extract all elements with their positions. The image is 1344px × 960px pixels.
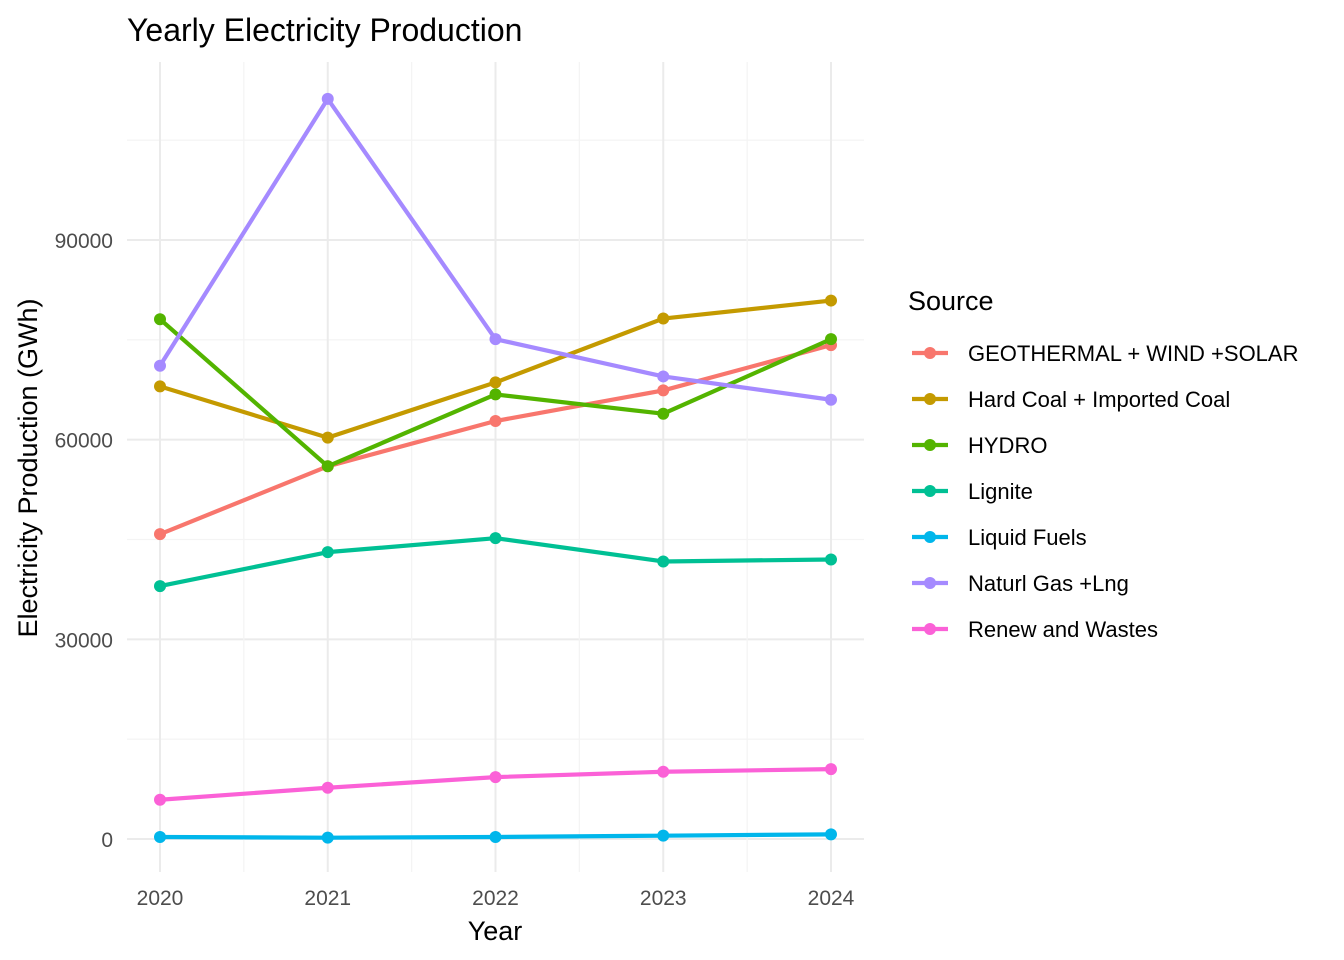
data-point — [489, 415, 502, 428]
data-point — [154, 359, 166, 372]
data-point — [489, 831, 502, 844]
data-point — [489, 333, 502, 346]
legend-item: Lignite — [912, 479, 1033, 504]
data-point — [825, 393, 837, 406]
legend-label: GEOTHERMAL + WIND +SOLAR — [968, 341, 1298, 366]
data-point — [489, 532, 502, 545]
legend-key-point — [924, 531, 936, 543]
legend-label: Liquid Fuels — [968, 525, 1087, 550]
data-point — [154, 380, 166, 393]
legend-label: Hard Coal + Imported Coal — [968, 387, 1230, 412]
series-7 — [154, 763, 837, 806]
data-point — [657, 384, 670, 397]
data-point — [657, 829, 670, 842]
data-point — [321, 460, 334, 473]
legend: Source GEOTHERMAL + WIND +SOLAR Hard Coal… — [908, 286, 1298, 642]
data-point — [825, 294, 837, 307]
data-point — [154, 313, 166, 326]
data-point — [321, 831, 334, 844]
series-2 — [154, 294, 837, 444]
legend-item: Renew and Wastes — [912, 617, 1158, 642]
legend-title: Source — [908, 286, 994, 316]
series-5 — [154, 828, 837, 844]
legend-key-point — [924, 623, 936, 635]
y-tick-label: 30000 — [55, 629, 113, 652]
legend-key-point — [924, 485, 936, 497]
chart-title: Yearly Electricity Production — [127, 12, 522, 48]
series-3 — [154, 313, 837, 473]
x-tick-label: 2023 — [640, 887, 687, 910]
data-point — [489, 376, 502, 389]
legend-item: HYDRO — [912, 433, 1047, 458]
x-tick-label: 2021 — [304, 887, 351, 910]
x-tick-label: 2020 — [137, 887, 184, 910]
data-point — [657, 312, 670, 325]
legend-label: Renew and Wastes — [968, 617, 1158, 642]
series-6 — [154, 92, 837, 406]
data-point — [825, 763, 837, 776]
legend-items: GEOTHERMAL + WIND +SOLAR Hard Coal + Impo… — [912, 341, 1298, 642]
x-axis-ticks: 2020 2021 2022 2023 2024 — [137, 887, 855, 910]
data-point — [489, 771, 502, 784]
series-4 — [154, 532, 837, 593]
series-layer — [154, 92, 837, 844]
data-point — [825, 828, 837, 841]
data-point — [321, 92, 334, 105]
data-point — [657, 407, 670, 420]
y-axis-label: Electricity Production (GWh) — [13, 298, 43, 637]
y-tick-label: 0 — [101, 829, 113, 852]
data-point — [657, 765, 670, 778]
legend-key-point — [924, 577, 936, 589]
y-tick-label: 90000 — [55, 230, 113, 253]
data-point — [825, 333, 837, 346]
data-point — [321, 431, 334, 444]
legend-label: Naturl Gas +Lng — [968, 571, 1129, 596]
data-point — [321, 781, 334, 794]
legend-key-point — [924, 347, 936, 359]
data-point — [154, 793, 166, 806]
legend-key-point — [924, 393, 936, 405]
data-point — [657, 555, 670, 568]
y-axis-ticks: 0 30000 60000 90000 — [55, 230, 113, 852]
data-point — [825, 553, 837, 566]
x-tick-label: 2024 — [808, 887, 855, 910]
legend-item: GEOTHERMAL + WIND +SOLAR — [912, 341, 1298, 366]
legend-item: Liquid Fuels — [912, 525, 1087, 550]
legend-item: Hard Coal + Imported Coal — [912, 387, 1230, 412]
data-point — [321, 546, 334, 559]
data-point — [154, 831, 166, 844]
x-tick-label: 2022 — [472, 887, 519, 910]
data-point — [489, 388, 502, 401]
data-point — [154, 528, 166, 541]
data-point — [154, 580, 166, 593]
legend-label: HYDRO — [968, 433, 1047, 458]
data-point — [657, 370, 670, 383]
legend-label: Lignite — [968, 479, 1033, 504]
x-axis-label: Year — [468, 916, 523, 946]
grid — [127, 62, 864, 872]
legend-item: Naturl Gas +Lng — [912, 571, 1129, 596]
y-tick-label: 60000 — [55, 430, 113, 453]
legend-key-point — [924, 439, 936, 451]
